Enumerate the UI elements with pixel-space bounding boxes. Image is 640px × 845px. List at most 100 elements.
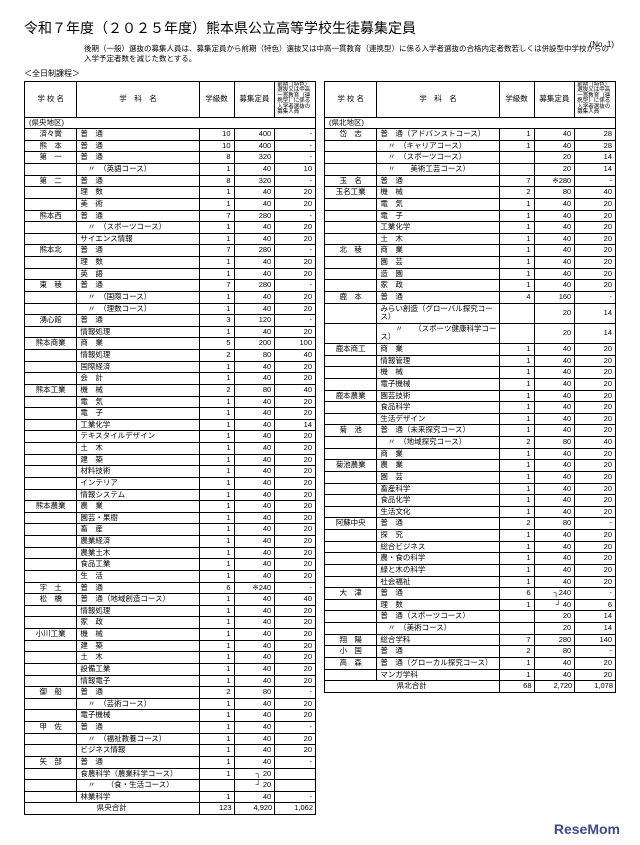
table-row: 小川工業機 械14020: [25, 629, 316, 641]
table-row: 建 築14020: [25, 640, 316, 652]
dept-cell: 農業経済: [77, 536, 199, 548]
school-cell: [25, 361, 77, 373]
table-row: 国際経済14020: [25, 361, 316, 373]
num-cell: 40: [534, 413, 575, 425]
school-cell: [25, 443, 77, 455]
num-cell: 1: [499, 471, 534, 483]
total-num: 1,062: [275, 803, 316, 815]
num-cell: 40: [234, 745, 275, 757]
table-row: 社会福祉14020: [325, 576, 616, 588]
table-row: 園 芸14020: [325, 257, 616, 269]
num-cell: 6: [575, 599, 616, 611]
school-cell: 小 国: [325, 646, 377, 658]
school-cell: [325, 210, 377, 222]
dept-cell: みらい創造（グローバル探究コース）: [377, 303, 499, 323]
num-cell: 80: [534, 437, 575, 449]
num-cell: 1: [499, 541, 534, 553]
num-cell: 1: [199, 164, 234, 176]
num-cell: 2: [499, 437, 534, 449]
dept-cell: 商 業: [77, 338, 199, 350]
table-row: 熊本西普 通7280-: [25, 210, 316, 222]
num-cell: 1: [199, 408, 234, 420]
school-cell: 御 船: [25, 687, 77, 699]
dept-cell: 社会福祉: [377, 576, 499, 588]
num-cell: 40: [234, 629, 275, 641]
num-cell: 14: [575, 323, 616, 343]
table-row: 緑と木の科学14020: [325, 564, 616, 576]
dept-cell: 普 通: [377, 588, 499, 600]
table-row: 鹿本商工商 業14020: [325, 344, 616, 356]
dept-cell: 情報管理: [377, 355, 499, 367]
total-row: 県央合計1234,9201,062: [25, 803, 316, 815]
num-cell: 1: [499, 599, 534, 611]
school-cell: [25, 640, 77, 652]
dept-cell: 食品工業: [77, 559, 199, 571]
dept-cell: 園芸技術: [377, 390, 499, 402]
num-cell: 28: [575, 129, 616, 141]
dept-cell: 設備工業: [77, 663, 199, 675]
district-row: (県央地区): [25, 117, 316, 129]
dept-cell: 土 木: [377, 233, 499, 245]
dept-cell: 普 通: [77, 722, 199, 734]
num-cell: 40: [534, 553, 575, 565]
table-row: 土 木14020: [25, 652, 316, 664]
school-cell: [25, 605, 77, 617]
num-cell: 20: [275, 501, 316, 513]
num-cell: 20: [575, 564, 616, 576]
school-cell: 岱 志: [325, 129, 377, 141]
dept-cell: 工業化学: [377, 222, 499, 234]
num-cell: 1: [499, 390, 534, 402]
num-cell: 1: [199, 512, 234, 524]
dept-cell: 探 究: [377, 530, 499, 542]
num-cell: 40: [534, 210, 575, 222]
num-cell: 20: [275, 291, 316, 303]
dept-cell: テキスタイルデザイン: [77, 431, 199, 443]
num-cell: 1: [499, 198, 534, 210]
table-row: マンガ学科14020: [325, 669, 616, 681]
table-row: 熊 本普 通10400-: [25, 140, 316, 152]
table-row: 熊本工業機 械28040: [25, 384, 316, 396]
num-cell: 320: [234, 175, 275, 187]
num-cell: -: [275, 280, 316, 292]
num-cell: 1: [499, 413, 534, 425]
num-cell: 1: [199, 570, 234, 582]
num-cell: 40: [534, 280, 575, 292]
num-cell: 40: [234, 512, 275, 524]
num-cell: 40: [234, 419, 275, 431]
num-cell: [499, 611, 534, 623]
dept-cell: 会 計: [77, 373, 199, 385]
dept-cell: 普 通: [377, 646, 499, 658]
num-cell: 20: [575, 222, 616, 234]
num-cell: 1: [199, 663, 234, 675]
dept-cell: 土 木: [77, 652, 199, 664]
num-cell: 1: [199, 536, 234, 548]
table-row: 理 数1┘ 406: [325, 599, 616, 611]
dept-cell: 普 通: [77, 152, 199, 164]
num-cell: 20: [575, 471, 616, 483]
num-cell: -: [275, 315, 316, 327]
num-cell: 20: [575, 669, 616, 681]
school-cell: [325, 140, 377, 152]
num-cell: 40: [534, 495, 575, 507]
total-row: 県北合計682,7201,078: [325, 681, 616, 693]
num-cell: 20: [575, 245, 616, 257]
num-cell: 400: [234, 129, 275, 141]
table-row: みらい創造（グローバル探究コース）2014: [325, 303, 616, 323]
num-cell: 40: [234, 605, 275, 617]
num-cell: 14: [575, 611, 616, 623]
dept-cell: 普 通（未来探究コース）: [377, 425, 499, 437]
table-row: 食品工業14020: [25, 559, 316, 571]
num-cell: 1: [499, 576, 534, 588]
num-cell: 20: [275, 431, 316, 443]
num-cell: 20: [534, 164, 575, 176]
school-cell: [325, 198, 377, 210]
num-cell: 1: [499, 367, 534, 379]
num-cell: [275, 780, 316, 792]
total-label: 県北合計: [325, 681, 500, 693]
table-row: 工業化学14014: [25, 419, 316, 431]
num-cell: 40: [234, 303, 275, 315]
num-cell: 40: [534, 564, 575, 576]
school-cell: 熊本工業: [25, 384, 77, 396]
num-cell: -: [275, 152, 316, 164]
school-cell: 第 二: [25, 175, 77, 187]
